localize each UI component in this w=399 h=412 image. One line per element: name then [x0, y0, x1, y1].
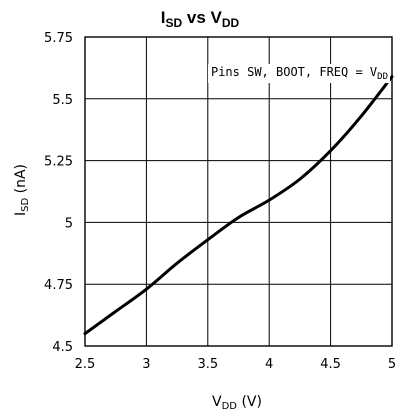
- annotation-bg-rect: [207, 64, 390, 83]
- y-tick-label: 4.75: [44, 278, 73, 293]
- y-tick-label: 5.5: [52, 93, 73, 108]
- annotation-background: [207, 64, 390, 83]
- series-line: [83, 75, 394, 336]
- y-tick-labels: 4.5 4.75 5 5.25 5.5 5.75: [44, 31, 73, 355]
- chart-title: ISD vs VDD: [161, 8, 240, 30]
- x-tick-label: 3.5: [197, 357, 218, 372]
- x-tick-label: 5: [388, 357, 396, 372]
- y-tick-label: 5.25: [44, 155, 73, 170]
- y-axis-label: ISD (nA): [13, 164, 31, 216]
- y-tick-label: 4.5: [52, 340, 73, 355]
- x-tick-labels: 2.5 3 3.5 4 4.5 5: [75, 357, 396, 372]
- y-tick-label: 5.75: [44, 31, 73, 46]
- plot-frame: [84, 36, 393, 347]
- x-tick-label: 4.5: [320, 357, 341, 372]
- x-tick-label: 2.5: [75, 357, 96, 372]
- annotation-text: Pins SW, BOOT, FREQ = VDD: [211, 65, 388, 82]
- x-tick-label: 4: [265, 357, 273, 372]
- x-axis-label: VDD (V): [212, 394, 262, 412]
- y-tick-label: 5: [65, 216, 73, 231]
- x-tick-label: 3: [142, 357, 150, 372]
- series-group: [83, 75, 394, 336]
